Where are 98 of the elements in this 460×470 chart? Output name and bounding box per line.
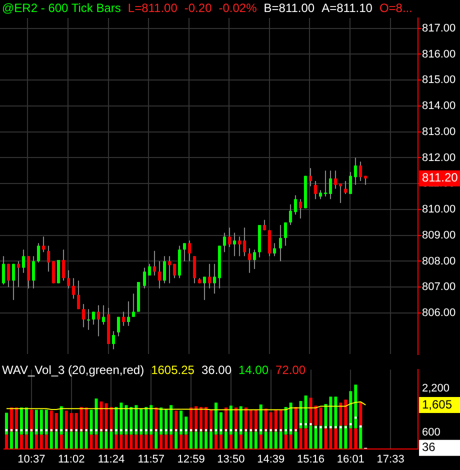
candlestick	[223, 232, 226, 253]
text: -0.20	[184, 1, 212, 15]
x-tick-label: 16:01	[336, 453, 364, 466]
y-tick-label: 817.00	[422, 22, 456, 34]
y-tick-label: 806.00	[422, 307, 456, 320]
y-tick-label: 816.00	[422, 48, 456, 60]
y-tick-label: 810.00	[422, 204, 456, 216]
x-tick-label: 17:33	[376, 453, 404, 466]
candlestick	[87, 308, 90, 330]
candlestick	[208, 263, 211, 289]
candlestick	[32, 256, 35, 289]
candlestick	[248, 248, 251, 274]
candlestick	[273, 242, 276, 257]
candlestick	[253, 249, 256, 270]
x-tick-label: 10:37	[18, 453, 46, 466]
candlestick	[213, 263, 216, 294]
candlestick	[97, 304, 100, 337]
candlestick	[284, 222, 287, 246]
candlestick	[354, 157, 357, 186]
candlestick	[112, 330, 115, 350]
candlestick	[299, 198, 302, 220]
candlestick	[173, 263, 176, 279]
candlestick	[67, 270, 70, 289]
text: -0.02%	[218, 1, 257, 15]
candlestick	[158, 260, 161, 289]
candlestick	[359, 161, 362, 182]
candlestick	[163, 256, 166, 284]
x-tick-label: 11:57	[138, 453, 165, 466]
candlestick	[72, 278, 75, 300]
text: L=811.00	[128, 1, 178, 15]
y-tick-label: 814.00	[422, 100, 456, 112]
y-tick-label: 809.00	[422, 229, 456, 242]
text: O=8...	[379, 1, 412, 15]
x-tick-label: 12:59	[177, 453, 205, 466]
x-tick-label: 14:39	[257, 453, 285, 466]
y-tick-label: 600	[422, 426, 440, 438]
candlestick	[183, 242, 186, 262]
x-tick-label: 11:24	[98, 453, 125, 466]
candlestick	[324, 170, 327, 198]
annotation: 36.00	[201, 363, 232, 377]
y-tick-label: 812.00	[422, 152, 456, 164]
candlestick	[289, 204, 292, 226]
candlestick	[309, 168, 312, 187]
x-tick-label: 11:02	[58, 453, 85, 466]
text: 1,605	[422, 397, 452, 412]
annotation: 72.00	[276, 363, 306, 377]
candlestick	[22, 249, 25, 274]
candlestick	[148, 263, 151, 276]
candlestick	[228, 227, 231, 248]
candlestick	[12, 263, 15, 301]
candlestick	[62, 249, 65, 282]
y-tick-label: 808.00	[422, 255, 456, 268]
candlestick	[132, 293, 135, 318]
candlestick	[279, 224, 282, 262]
candlestick	[339, 183, 342, 204]
candlestick	[193, 256, 196, 284]
candlestick	[2, 256, 5, 286]
annotation: 1605.25	[151, 363, 194, 377]
candlestick	[7, 263, 10, 288]
candlestick	[268, 230, 271, 257]
candlestick	[143, 267, 146, 289]
x-tick-label: 15:16	[296, 453, 325, 466]
candlestick	[117, 316, 120, 337]
text: A=811.10	[322, 1, 372, 15]
chart-title: @ER2 - 600 Tick Bars	[2, 1, 121, 15]
chart-title: WAV_Vol_3 (20,green,red)	[2, 363, 144, 377]
candlestick	[127, 300, 130, 326]
candlestick	[294, 194, 297, 216]
candlestick	[82, 303, 85, 328]
candlestick	[329, 170, 332, 200]
annotation: 14.00	[238, 363, 269, 377]
candlestick	[47, 245, 50, 272]
text: 36	[422, 440, 436, 454]
candlestick	[168, 256, 171, 284]
candlestick	[233, 232, 236, 257]
candlestick	[102, 304, 105, 326]
candlestick	[334, 170, 337, 190]
candlestick	[153, 250, 156, 276]
candlestick	[122, 311, 125, 326]
candlestick	[319, 190, 322, 200]
y-tick-label: 2,200	[422, 382, 450, 395]
x-tick-label: 13:50	[217, 453, 245, 466]
annotation: 811.20	[422, 170, 458, 185]
y-tick-label: 815.00	[422, 74, 456, 86]
candlestick	[42, 236, 45, 253]
candlestick	[92, 311, 95, 326]
candlestick	[77, 280, 80, 310]
candlestick	[37, 242, 40, 264]
candlestick	[238, 236, 241, 257]
candlestick	[52, 260, 55, 284]
y-tick-label: 813.00	[422, 126, 456, 138]
text: B=811.00	[264, 1, 315, 15]
candlestick	[349, 171, 352, 194]
candlestick	[188, 240, 191, 262]
candlestick	[243, 227, 246, 257]
y-tick-label: 807.00	[422, 281, 456, 294]
candlestick	[203, 276, 206, 301]
candlestick	[314, 180, 317, 200]
